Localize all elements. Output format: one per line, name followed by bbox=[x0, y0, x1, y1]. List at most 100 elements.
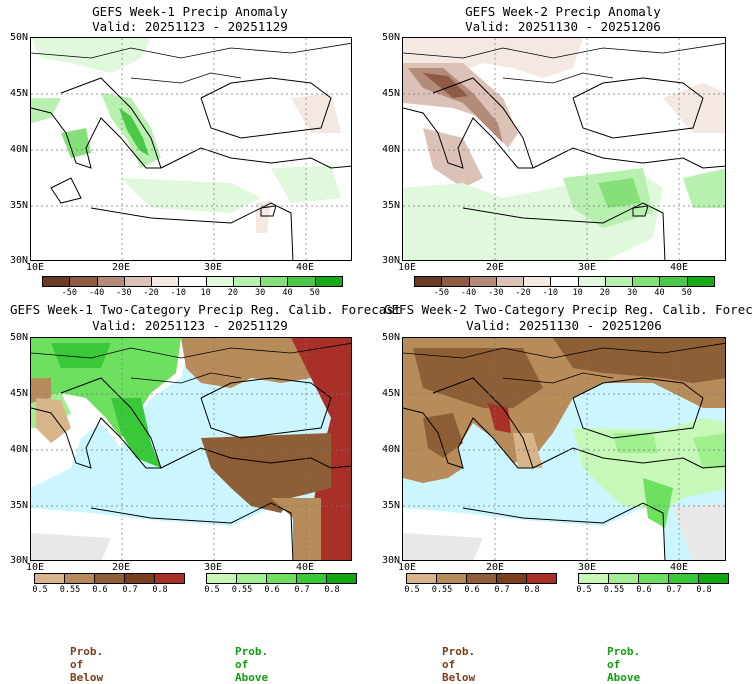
panel-title: GEFS Week-2 Two-Category Precip Reg. Cal… bbox=[384, 302, 752, 317]
map-canvas bbox=[31, 38, 351, 260]
colorbar-tick-label: 0.55 bbox=[431, 585, 453, 595]
coastline bbox=[160, 447, 351, 469]
map-canvas bbox=[403, 338, 725, 560]
lon-label: 30E bbox=[577, 562, 597, 573]
lon-label: 30E bbox=[203, 562, 223, 573]
colorbar-swatch bbox=[326, 573, 357, 584]
anomaly-map bbox=[402, 37, 726, 261]
colorbar-tick-label: 0.7 bbox=[122, 585, 138, 595]
lon-label: 30E bbox=[577, 262, 597, 273]
colorbar-swatch bbox=[34, 573, 65, 584]
colorbar-tick-label: 0.8 bbox=[696, 585, 712, 595]
prob-below-region bbox=[271, 498, 321, 560]
anomaly-negative-region bbox=[291, 93, 341, 133]
colorbar-tick-label: 0.7 bbox=[666, 585, 682, 595]
coastline bbox=[572, 377, 704, 439]
colorbar-tick-label: 10 bbox=[200, 288, 211, 298]
lat-label: 50N bbox=[381, 332, 400, 343]
coastline bbox=[200, 377, 332, 439]
coastline bbox=[403, 77, 534, 169]
prob-below-colorbar: 0.5 0.55 0.6 0.7 0.8 bbox=[404, 573, 557, 595]
colorbar-swatch bbox=[686, 276, 715, 287]
colorbar-tick-label: -40 bbox=[460, 288, 477, 298]
border bbox=[31, 342, 351, 359]
colorbar-swatch bbox=[42, 276, 71, 287]
anomaly-colorbar: -50 -40 -30 -20 -10 10 20 30 40 50 bbox=[414, 276, 715, 298]
prob-above-colorbar: 0.5 0.55 0.6 0.7 0.8 bbox=[576, 573, 729, 595]
prob-above-region bbox=[693, 433, 725, 468]
lon-label: 20E bbox=[485, 262, 505, 273]
prob-below-region bbox=[31, 378, 51, 403]
prob-below-label: Prob. of Below bbox=[70, 645, 104, 684]
coastline bbox=[260, 205, 277, 217]
coastline bbox=[403, 377, 534, 469]
colorbar-swatch bbox=[206, 573, 237, 584]
prob-below-region bbox=[413, 348, 543, 408]
border bbox=[502, 372, 614, 384]
anomaly-positive-region bbox=[121, 178, 261, 213]
coastline bbox=[632, 205, 649, 217]
colorbar-tick-label: 0.8 bbox=[324, 585, 340, 595]
colorbar-tick-label: 0.5 bbox=[32, 585, 48, 595]
lat-label: 50N bbox=[9, 332, 28, 343]
anomaly-positive-region bbox=[683, 168, 725, 208]
lon-label: 10E bbox=[25, 562, 45, 573]
colorbar-swatch bbox=[96, 276, 125, 287]
colorbar-swatch bbox=[523, 276, 552, 287]
colorbar-tick-label: 0.55 bbox=[603, 585, 625, 595]
no-data-region bbox=[403, 533, 483, 560]
panel-title: GEFS Week-1 Precip Anomaly bbox=[92, 4, 288, 19]
colorbar-swatch bbox=[698, 573, 729, 584]
colorbar-swatch bbox=[232, 276, 262, 287]
prob-above-region bbox=[51, 343, 111, 368]
colorbar-swatch bbox=[436, 573, 467, 584]
anomaly-map bbox=[30, 37, 352, 261]
colorbar-swatch bbox=[94, 573, 125, 584]
lat-label: 30N bbox=[9, 255, 28, 266]
lon-label: 10E bbox=[25, 262, 45, 273]
colorbar-tick-label: 0.8 bbox=[524, 585, 540, 595]
prob-above-region bbox=[573, 418, 725, 513]
colorbar-swatch bbox=[578, 573, 609, 584]
colorbar-tick-label: 10 bbox=[572, 288, 583, 298]
colorbar-swatch bbox=[659, 276, 688, 287]
anomaly-negative-region bbox=[408, 68, 503, 143]
border bbox=[130, 72, 242, 84]
anomaly-positive-region bbox=[598, 178, 641, 208]
border bbox=[502, 72, 614, 84]
colorbar-tick-label: 0.5 bbox=[404, 585, 420, 595]
lat-label: 40N bbox=[9, 444, 28, 455]
anomaly-positive-region bbox=[119, 108, 149, 156]
lon-label: 40E bbox=[669, 562, 689, 573]
lon-label: 30E bbox=[203, 262, 223, 273]
prob-above-region bbox=[613, 433, 658, 453]
no-data-region bbox=[31, 533, 111, 560]
lat-label: 45N bbox=[381, 388, 400, 399]
colorbar-swatch bbox=[296, 573, 327, 584]
colorbar-swatch bbox=[466, 573, 497, 584]
colorbar-tick-label: -30 bbox=[488, 288, 504, 298]
lat-label: 45N bbox=[9, 388, 28, 399]
coastline bbox=[31, 77, 162, 169]
colorbar-tick-label: 20 bbox=[599, 288, 611, 298]
anomaly-colorbar: -50 -40 -30 -20 -10 10 20 30 40 50 bbox=[42, 276, 343, 298]
colorbar-swatch bbox=[69, 276, 98, 287]
colorbar-tick-label: -50 bbox=[433, 288, 449, 298]
coastline bbox=[532, 147, 725, 169]
prob-below-region bbox=[291, 338, 351, 560]
map-canvas bbox=[403, 38, 725, 260]
colorbar-tick-label: 50 bbox=[681, 288, 692, 298]
colorbar-tick-label: -40 bbox=[88, 288, 105, 298]
prob-above-label: Prob. of Above bbox=[235, 645, 269, 684]
coastline bbox=[50, 177, 82, 204]
colorbar-swatch bbox=[577, 276, 606, 287]
lat-label: 40N bbox=[381, 444, 400, 455]
colorbar-swatch bbox=[468, 276, 497, 287]
colorbar-tick-label: 0.5 bbox=[576, 585, 592, 595]
border bbox=[403, 342, 725, 359]
anomaly-positive-region bbox=[61, 128, 91, 158]
coastline bbox=[572, 77, 704, 139]
colorbar-swatch bbox=[266, 573, 297, 584]
colorbar-swatch bbox=[236, 573, 267, 584]
prob-above-region bbox=[643, 478, 673, 528]
